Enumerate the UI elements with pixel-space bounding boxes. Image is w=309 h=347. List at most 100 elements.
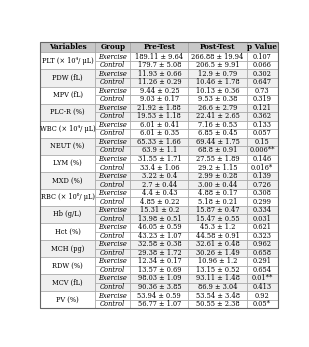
Text: 43.23 ± 1.07: 43.23 ± 1.07 (138, 232, 181, 240)
Bar (188, 69, 247, 78)
Text: 0.133: 0.133 (253, 121, 272, 129)
Bar (130, 248, 188, 257)
Bar (188, 172, 247, 180)
Text: 10.13 ± 0.36: 10.13 ± 0.36 (196, 87, 239, 95)
Text: 63.9 ± 1.1: 63.9 ± 1.1 (142, 146, 177, 154)
Text: 0.107: 0.107 (253, 53, 272, 61)
Text: Control: Control (100, 181, 125, 189)
Text: Control: Control (100, 61, 125, 69)
Text: Exercise: Exercise (99, 104, 127, 112)
Text: 31.55 ± 1.71: 31.55 ± 1.71 (138, 155, 181, 163)
Text: 56.77 ± 1.07: 56.77 ± 1.07 (138, 300, 181, 308)
Text: 45.3 ± 1.2: 45.3 ± 1.2 (200, 223, 235, 231)
Bar (95, 52, 130, 61)
Bar (95, 283, 130, 291)
Bar (188, 121, 247, 129)
Text: Exercise: Exercise (99, 121, 127, 129)
Bar (188, 138, 247, 146)
Bar (188, 112, 247, 121)
Bar (130, 180, 188, 189)
Bar (95, 69, 130, 78)
Text: 4.88 ± 0.17: 4.88 ± 0.17 (198, 189, 237, 197)
Text: 53.94 ± 0.59: 53.94 ± 0.59 (138, 291, 181, 299)
Text: 19.53 ± 1.18: 19.53 ± 1.18 (138, 112, 181, 120)
Text: Control: Control (100, 78, 125, 86)
Bar (188, 257, 247, 266)
Bar (95, 300, 130, 308)
Bar (247, 206, 277, 214)
Bar (247, 155, 277, 163)
Bar (40, 104, 95, 121)
Bar (247, 146, 277, 155)
Text: 0.006**: 0.006** (249, 146, 275, 154)
Text: 93.11 ± 1.48: 93.11 ± 1.48 (196, 274, 239, 282)
Text: 0.413: 0.413 (252, 283, 272, 291)
Bar (247, 291, 277, 300)
Text: 0.15: 0.15 (255, 138, 269, 146)
Bar (188, 95, 247, 104)
Text: 0.621: 0.621 (253, 223, 272, 231)
Bar (247, 86, 277, 95)
Text: 21.92 ± 1.88: 21.92 ± 1.88 (138, 104, 181, 112)
Bar (95, 206, 130, 214)
Text: NEUT (%): NEUT (%) (50, 142, 85, 150)
Bar (130, 206, 188, 214)
Bar (188, 104, 247, 112)
Text: Control: Control (100, 232, 125, 240)
Text: 6.85 ± 0.45: 6.85 ± 0.45 (198, 129, 237, 137)
Bar (130, 104, 188, 112)
Text: 0.031: 0.031 (253, 215, 272, 223)
Bar (247, 240, 277, 248)
Text: MCH (pg): MCH (pg) (51, 245, 84, 253)
Bar (188, 155, 247, 163)
Bar (188, 197, 247, 206)
Text: 0.319: 0.319 (253, 95, 272, 103)
Text: 53.54 ± 3.48: 53.54 ± 3.48 (196, 291, 239, 299)
Bar (247, 248, 277, 257)
Bar (247, 223, 277, 231)
Bar (130, 223, 188, 231)
Bar (95, 86, 130, 95)
Text: 206.5 ± 9.91: 206.5 ± 9.91 (196, 61, 239, 69)
Bar (188, 163, 247, 172)
Text: 0.01**: 0.01** (252, 274, 273, 282)
Bar (130, 214, 188, 223)
Text: Control: Control (100, 95, 125, 103)
Bar (40, 291, 95, 308)
Text: 10.46 ± 1.78: 10.46 ± 1.78 (196, 78, 239, 86)
Text: Exercise: Exercise (99, 257, 127, 265)
Text: 0.654: 0.654 (252, 266, 272, 274)
Bar (130, 129, 188, 138)
Text: Control: Control (100, 129, 125, 137)
Text: Exercise: Exercise (99, 53, 127, 61)
Bar (95, 163, 130, 172)
Bar (40, 86, 95, 104)
Text: Control: Control (100, 146, 125, 154)
Bar (188, 86, 247, 95)
Text: 0.962: 0.962 (253, 240, 272, 248)
Bar (130, 146, 188, 155)
Bar (40, 52, 95, 69)
Bar (95, 189, 130, 197)
Bar (247, 172, 277, 180)
Text: Control: Control (100, 198, 125, 206)
Bar (95, 197, 130, 206)
Bar (188, 214, 247, 223)
Bar (188, 283, 247, 291)
Text: 0.057: 0.057 (253, 129, 272, 137)
Text: 13.15 ± 0.52: 13.15 ± 0.52 (196, 266, 239, 274)
Bar (95, 112, 130, 121)
Text: Variables: Variables (49, 43, 87, 51)
Text: 11.26 ± 0.29: 11.26 ± 0.29 (138, 78, 181, 86)
Bar (130, 155, 188, 163)
Text: Control: Control (100, 249, 125, 257)
Text: 90.36 ± 3.85: 90.36 ± 3.85 (138, 283, 181, 291)
Text: 4.4 ± 0.43: 4.4 ± 0.43 (142, 189, 177, 197)
Text: Control: Control (100, 215, 125, 223)
Bar (247, 121, 277, 129)
Text: WBC (× 10⁴/ μL): WBC (× 10⁴/ μL) (40, 125, 95, 133)
Bar (40, 69, 95, 86)
Bar (95, 172, 130, 180)
Bar (95, 155, 130, 163)
Text: Exercise: Exercise (99, 189, 127, 197)
